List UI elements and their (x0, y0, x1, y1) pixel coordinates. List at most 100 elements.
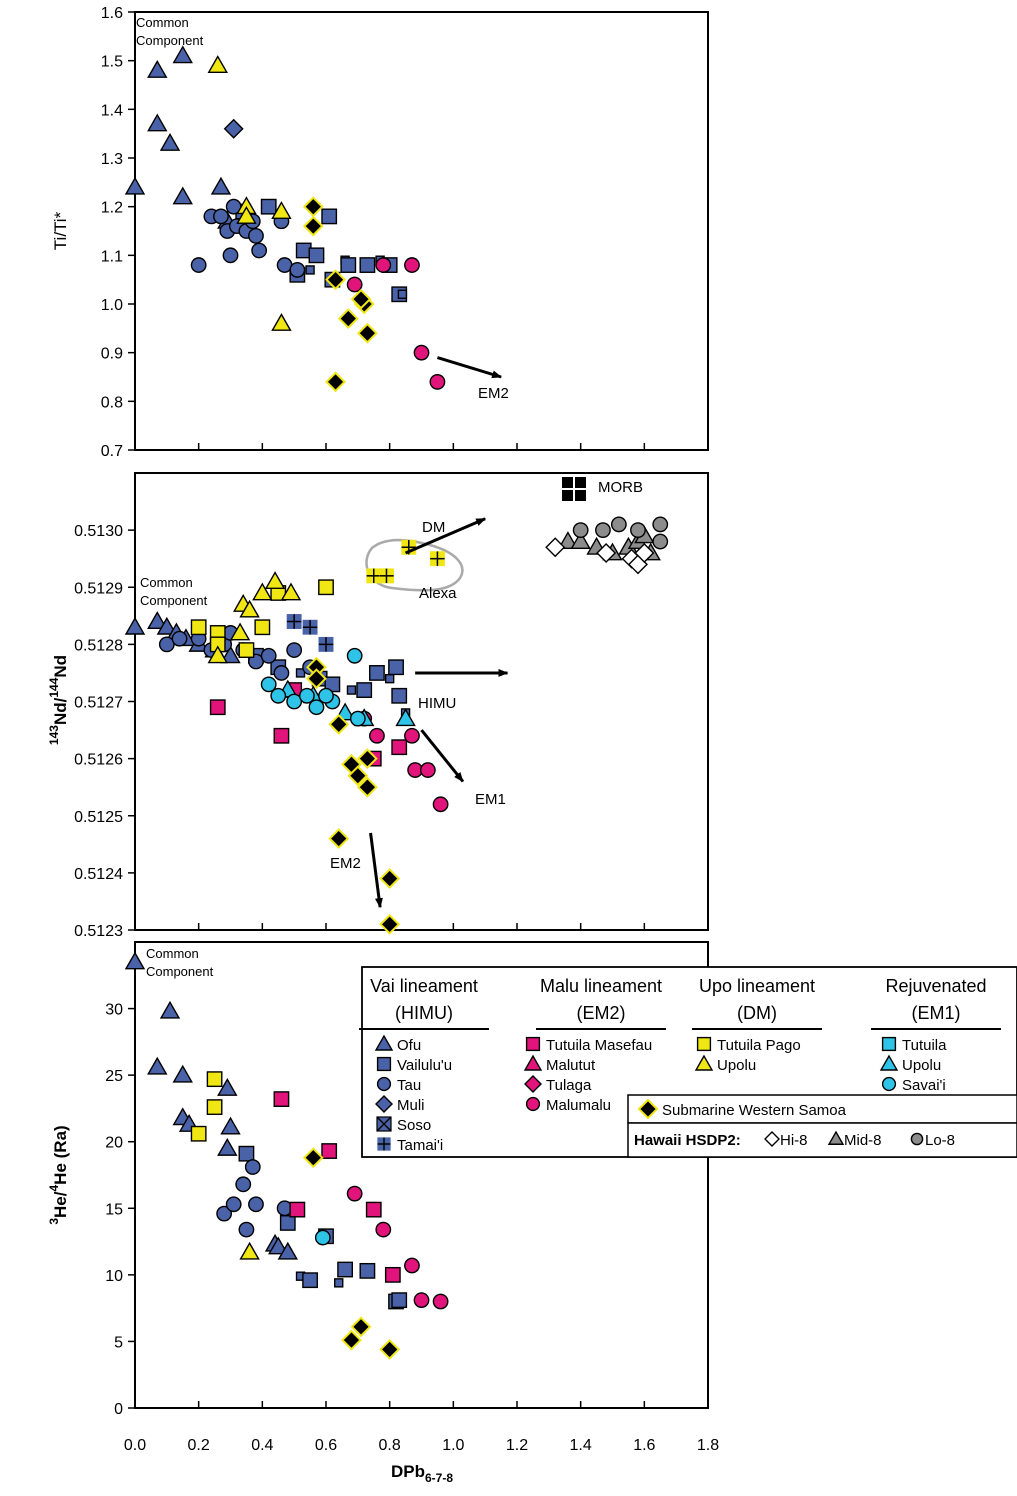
panel-3-series-8 (302, 1147, 401, 1360)
legend-hawaii-item-1: Mid-8 (844, 1132, 882, 1149)
xlabel-main: DPb (391, 1462, 425, 1481)
panel-2-point-7-6 (280, 582, 302, 601)
panel-3-point-1-0 (238, 1145, 255, 1162)
panel-2-series-14 (545, 537, 655, 575)
panel-1-point-4-0 (346, 276, 363, 293)
panel-2-point-1-9 (388, 659, 404, 676)
panel-1-point-1-10 (359, 257, 376, 273)
panel-1-ytick-label-2: 0.9 (101, 346, 123, 363)
panel-3-point-0-0 (124, 951, 146, 970)
panel-3-point-5-0 (206, 1071, 223, 1088)
legend-marker-0-5 (377, 1137, 391, 1151)
text-layer: 0.7 0.8 0.9 1.0 1.1 1.2 1.3 1.4 1.5 1.6 0.5123 0.51… (47, 5, 719, 1485)
panel-2-point-9-2 (334, 702, 356, 721)
panel-2-point-7-1 (229, 622, 251, 641)
panel-1-point-0-0 (124, 176, 146, 195)
panel-1-point-5-3 (271, 201, 292, 219)
ylabel-titi: Ti/Ti* (51, 211, 70, 250)
panel-1-series-3 (223, 118, 244, 139)
panel-1-point-1-5 (305, 265, 315, 275)
xlabel: DPb6-7-8 (391, 1462, 453, 1485)
panel-3-ytick-label-1: 5 (114, 1334, 123, 1351)
panel-2-point-0-1 (147, 611, 168, 629)
legend-group-3-head1: Rejuvenated (885, 976, 986, 996)
panel-1-series-5 (207, 55, 292, 331)
legend-item-0-0: Ofu (397, 1037, 421, 1054)
x-tick-label-6: 1.2 (506, 1437, 528, 1454)
panel-3-series-2 (216, 1159, 293, 1238)
panel-2-point-6-6 (318, 579, 334, 596)
legend-item-0-2: Tau (397, 1077, 421, 1094)
ylabel-nd-part-2: 144 (47, 677, 61, 697)
panel-2-point-5-4 (419, 762, 436, 778)
legend-marker-2-0 (696, 1036, 712, 1052)
panel-3-point-1-10 (391, 1292, 408, 1309)
panel-2-point-8-3 (429, 551, 445, 567)
panel2-em2-label: EM2 (330, 855, 361, 872)
panel-3-point-4-3 (413, 1292, 430, 1309)
panel-2-point-2-8 (260, 647, 277, 664)
panel-2-point-6-3 (238, 642, 255, 658)
panel-2-point-10-7 (349, 710, 366, 727)
panel-1-point-5-2 (236, 205, 257, 224)
panel-3-point-3-1 (289, 1201, 306, 1218)
panel-1-point-2-13 (289, 262, 306, 278)
panel-1-point-6-0 (302, 196, 324, 218)
panel-2-ytick-label-3: 0.5126 (74, 752, 123, 769)
x-tick-label-7: 1.4 (570, 1437, 592, 1454)
panel-2-arrow-3 (369, 832, 383, 909)
panel-2-point-7-0 (207, 645, 228, 664)
panel-1-point-0-1 (147, 59, 168, 78)
panel-2-point-7-4 (252, 582, 273, 601)
panel-3-point-8-0 (302, 1147, 324, 1169)
panel-2-point-4-1 (273, 727, 290, 744)
panel-2-ytick-label-6: 0.5129 (74, 580, 123, 597)
panel-2-point-1-6 (356, 682, 373, 698)
panel-1-point-2-0 (190, 257, 207, 273)
panel-2-point-5-2 (404, 727, 420, 744)
panel-2-point-14-1 (596, 542, 617, 563)
legend-item-2-0: Tutuila Pago (717, 1037, 801, 1054)
panel-1-point-6-6 (356, 322, 378, 344)
panel-2-point-12-1 (570, 531, 591, 549)
panel-3-ytick-label-0: 0 (114, 1401, 123, 1418)
panel-2-point-10-4 (308, 699, 325, 716)
x-tick-label-3: 0.6 (315, 1437, 337, 1454)
panel-2-ytick-label-0: 0.5123 (74, 923, 123, 940)
ylabel-nd-part-1: Nd/ (51, 697, 70, 725)
panel-3-point-4-4 (432, 1293, 449, 1310)
panel-3-series-4 (346, 1185, 449, 1310)
panel-1-point-4-2 (404, 257, 420, 273)
panel-3-point-4-0 (346, 1185, 363, 1202)
panel-3-point-8-3 (379, 1339, 401, 1360)
panel-2-point-3-0 (286, 614, 302, 629)
legend-group-2-head1: Upo lineament (699, 976, 815, 996)
legend-hawaii-item-0: Hi-8 (780, 1132, 808, 1149)
ylabel-he-part-3: He (Ra) (51, 1125, 70, 1185)
panel-1-point-6-7 (350, 288, 372, 310)
panel-1-point-6-1 (302, 215, 324, 237)
panel2-morb-label: MORB (598, 479, 643, 496)
legend-item-1-1: Malutut (546, 1057, 596, 1074)
legend-item-0-4: Soso (397, 1117, 431, 1134)
panel-2-point-2-1 (171, 630, 188, 647)
panel-2-series-7 (207, 571, 302, 664)
panel2-common-1: Common (140, 575, 193, 590)
panel-2-point-6-0 (190, 619, 207, 636)
panel-1-ytick-label-5: 1.2 (101, 200, 123, 217)
panel-2-point-11-9 (379, 913, 401, 935)
panel-2-arrow-0 (404, 517, 487, 555)
panel-2-point-5-1 (369, 727, 385, 744)
xlabel-sub: 6-7-8 (425, 1471, 453, 1485)
panel-3-point-8-1 (341, 1329, 362, 1351)
panel-3-series-7 (314, 1229, 331, 1246)
panel-2-point-1-7 (369, 665, 385, 681)
x-tick-label-1: 0.2 (188, 1437, 210, 1454)
panel-1-point-2-9 (248, 227, 264, 244)
legend-hawaii-item-2: Lo-8 (925, 1132, 955, 1149)
panel-1-frame (134, 11, 709, 451)
panel-2-point-11-5 (356, 748, 378, 770)
panel-1-ytick-label-1: 0.8 (101, 394, 123, 411)
legend-item-1-3: Malumalu (546, 1097, 611, 1114)
legend-item-0-1: Vailulu'u (397, 1057, 452, 1074)
